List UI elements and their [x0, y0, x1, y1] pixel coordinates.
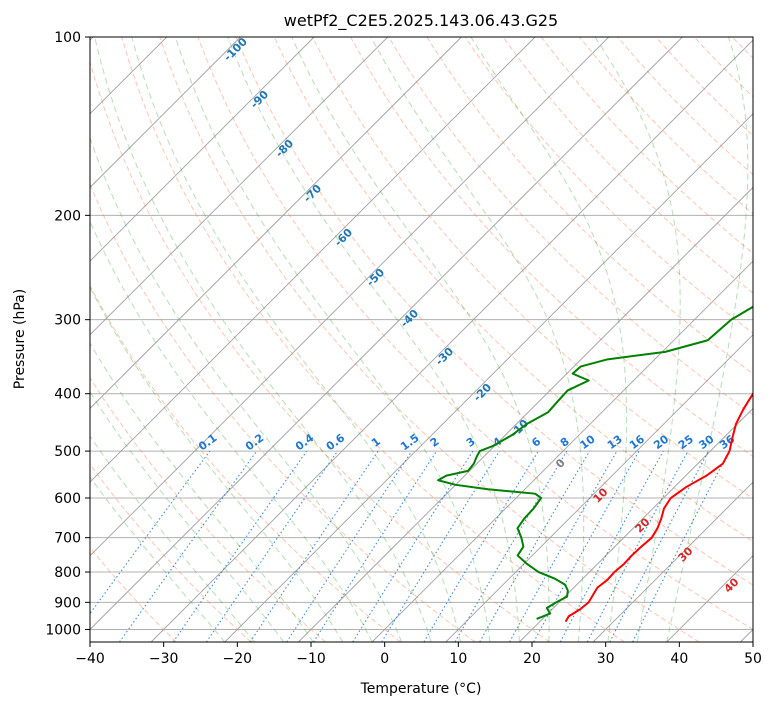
- x-axis-ticks: −40 −30 −20 −10 0 10 20 30 40 50: [75, 642, 762, 667]
- moist-adiabat-line: [90, 286, 344, 642]
- moist-adiabat-line: [370, 37, 585, 642]
- mixing-ratio-line: [172, 450, 308, 642]
- isotherm-line: [298, 186, 753, 642]
- dry-adiabat-line: [159, 37, 700, 642]
- dry-adiabat-line: [90, 463, 252, 642]
- moist-adiabat-line: [174, 37, 491, 642]
- dry-adiabat-line: [90, 284, 401, 642]
- x-tick-label: −30: [149, 651, 179, 667]
- temperature-line: [564, 391, 753, 623]
- moist-adiabat-line: [90, 435, 255, 642]
- mixing-ratio-line: [119, 450, 258, 642]
- isotherm-line: [224, 113, 753, 642]
- dry-adiabat-line: [90, 376, 326, 642]
- dry-adiabat-line: [90, 546, 177, 642]
- moist-adiabat-line: [291, 37, 550, 642]
- dry-adiabat-line: [770, 37, 775, 642]
- y-tick-label: 900: [54, 595, 81, 611]
- plot-background: [90, 37, 753, 642]
- isotherm-line: [90, 37, 315, 262]
- isotherm-line: [90, 37, 462, 410]
- x-tick-label: −40: [75, 651, 105, 667]
- moist-adiabat-line: [131, 37, 461, 642]
- x-tick-label: 40: [670, 651, 688, 667]
- x-tick-label: 30: [597, 651, 615, 667]
- dry-adiabat-line: [311, 37, 753, 500]
- y-axis-label: Pressure (hPa): [12, 289, 28, 389]
- x-tick-label: −10: [296, 651, 326, 667]
- x-tick-label: 10: [449, 651, 467, 667]
- mixing-ratio-line: [313, 450, 438, 642]
- moist-adiabats: [90, 37, 749, 642]
- mixing-ratio-line: [249, 450, 379, 642]
- moist-adiabat-line: [90, 476, 226, 642]
- mixing-ratio-lines: [90, 450, 730, 642]
- isotherm-line: [445, 334, 753, 642]
- chart-title: wetPf2_C2E5.2025.143.06.43.G25: [284, 11, 558, 31]
- mixing-ratio-line: [286, 450, 413, 642]
- moist-adiabat-line: [90, 220, 373, 642]
- dry-adiabat-line: [235, 37, 753, 586]
- isotherm-line: [90, 37, 610, 557]
- y-tick-label: 300: [54, 313, 81, 329]
- y-axis-ticks: 1000 900 800 700 600 500 400 300 200 100: [45, 30, 90, 638]
- moist-adiabat-line: [90, 342, 314, 642]
- mixing-ratio-line: [381, 450, 500, 642]
- skewed-isotherms: [90, 37, 753, 642]
- plot-frame: [89, 36, 754, 643]
- mixing-ratio-line: [509, 450, 618, 642]
- x-tick-label: −20: [223, 651, 253, 667]
- moist-adiabat-line: [227, 37, 520, 642]
- isotherm-line: [519, 407, 753, 642]
- dewpoint-line: [437, 305, 753, 620]
- dry-adiabat-line: [502, 37, 753, 294]
- dry-adiabat-line: [197, 37, 753, 631]
- x-tick-label: 50: [744, 651, 762, 667]
- isotherm-line: [90, 37, 389, 336]
- dry-adiabat-line: [426, 37, 753, 375]
- y-tick-label: 400: [54, 387, 81, 403]
- y-tick-label: 1000: [45, 622, 81, 638]
- isotherm-line: [90, 37, 536, 483]
- isotherm-line: [371, 260, 753, 642]
- y-tick-label: 500: [54, 444, 81, 460]
- profile-series: [437, 305, 753, 623]
- dry-adiabat-line: [121, 37, 625, 642]
- moist-adiabat-line: [666, 37, 749, 642]
- mixing-ratio-line: [533, 450, 640, 642]
- moist-adiabat-line: [90, 136, 403, 642]
- dry-adiabat-line: [90, 182, 476, 642]
- mixing-ratio-line: [632, 450, 730, 642]
- isotherm-line: [90, 37, 683, 631]
- x-tick-label: 0: [380, 651, 389, 667]
- mixing-ratio-line: [205, 450, 338, 642]
- moist-adiabat-line: [594, 37, 681, 642]
- y-tick-label: 800: [54, 565, 81, 581]
- y-tick-label: 600: [54, 491, 81, 507]
- y-tick-label: 700: [54, 531, 81, 547]
- x-tick-label: 20: [523, 651, 541, 667]
- dry-adiabat-line: [388, 37, 753, 416]
- dry-adiabats: [90, 37, 775, 642]
- moist-adiabat-line: [470, 37, 628, 642]
- isotherm-line: [150, 39, 753, 642]
- isotherm-line: [90, 37, 241, 189]
- isotherm-line: [592, 481, 753, 642]
- mixing-ratio-line: [559, 450, 664, 642]
- y-tick-label: 200: [54, 208, 81, 224]
- y-tick-label: 100: [54, 30, 81, 46]
- moist-adiabat-line: [94, 37, 432, 642]
- x-axis-label: Temperature (°C): [360, 681, 482, 697]
- plot-area: [90, 37, 753, 642]
- mixing-ratio-line: [90, 450, 211, 615]
- moist-adiabat-line: [90, 391, 285, 642]
- dry-adiabat-line: [90, 60, 551, 642]
